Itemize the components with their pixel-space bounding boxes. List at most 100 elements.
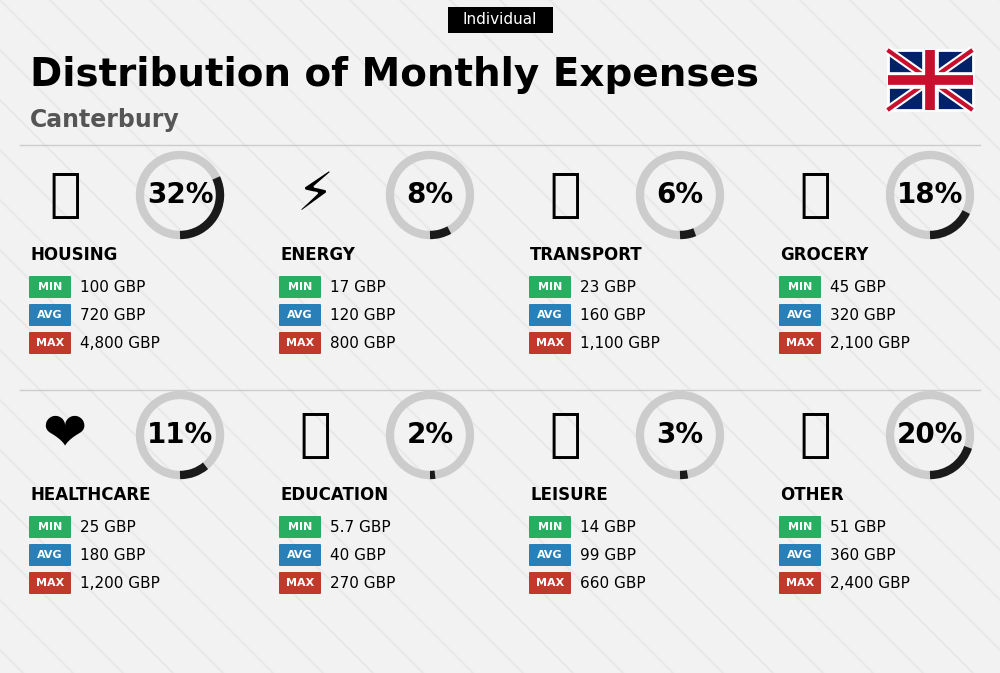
Text: 800 GBP: 800 GBP [330, 336, 395, 351]
FancyBboxPatch shape [888, 50, 972, 110]
Text: Distribution of Monthly Expenses: Distribution of Monthly Expenses [30, 56, 759, 94]
FancyBboxPatch shape [529, 304, 571, 326]
Text: AVG: AVG [287, 550, 313, 560]
Text: 40 GBP: 40 GBP [330, 548, 386, 563]
Text: MAX: MAX [536, 338, 564, 348]
Text: MIN: MIN [538, 282, 562, 292]
FancyBboxPatch shape [29, 304, 71, 326]
Text: OTHER: OTHER [780, 486, 844, 504]
Text: 1,100 GBP: 1,100 GBP [580, 336, 660, 351]
FancyBboxPatch shape [779, 572, 821, 594]
Text: 2,100 GBP: 2,100 GBP [830, 336, 910, 351]
Text: MAX: MAX [36, 578, 64, 588]
Text: AVG: AVG [537, 310, 563, 320]
Text: 2,400 GBP: 2,400 GBP [830, 575, 910, 590]
FancyBboxPatch shape [279, 516, 321, 538]
Text: MAX: MAX [286, 338, 314, 348]
Text: MIN: MIN [38, 522, 62, 532]
Text: EDUCATION: EDUCATION [280, 486, 388, 504]
FancyBboxPatch shape [29, 544, 71, 566]
Text: 🏢: 🏢 [49, 169, 81, 221]
Text: ENERGY: ENERGY [280, 246, 355, 264]
Text: 660 GBP: 660 GBP [580, 575, 646, 590]
Text: 11%: 11% [147, 421, 213, 449]
FancyBboxPatch shape [279, 544, 321, 566]
Text: 23 GBP: 23 GBP [580, 279, 636, 295]
Text: 🎓: 🎓 [299, 409, 331, 461]
Text: AVG: AVG [287, 310, 313, 320]
FancyBboxPatch shape [529, 572, 571, 594]
Text: MAX: MAX [786, 338, 814, 348]
Text: 1,200 GBP: 1,200 GBP [80, 575, 160, 590]
Text: 4,800 GBP: 4,800 GBP [80, 336, 160, 351]
Text: 360 GBP: 360 GBP [830, 548, 896, 563]
Text: ⚡: ⚡ [296, 169, 334, 221]
Text: AVG: AVG [37, 550, 63, 560]
FancyBboxPatch shape [448, 7, 552, 33]
FancyBboxPatch shape [529, 332, 571, 354]
FancyBboxPatch shape [29, 516, 71, 538]
Text: AVG: AVG [787, 310, 813, 320]
Text: 🛒: 🛒 [799, 169, 831, 221]
Text: 5.7 GBP: 5.7 GBP [330, 520, 391, 534]
Text: AVG: AVG [37, 310, 63, 320]
Text: 3%: 3% [656, 421, 704, 449]
FancyBboxPatch shape [779, 332, 821, 354]
Text: 160 GBP: 160 GBP [580, 308, 646, 322]
Text: HOUSING: HOUSING [30, 246, 117, 264]
Text: AVG: AVG [537, 550, 563, 560]
Text: 2%: 2% [406, 421, 454, 449]
Text: 💰: 💰 [799, 409, 831, 461]
Text: 51 GBP: 51 GBP [830, 520, 886, 534]
Text: ❤️: ❤️ [43, 409, 87, 461]
Text: 6%: 6% [656, 181, 704, 209]
Text: 180 GBP: 180 GBP [80, 548, 145, 563]
Text: GROCERY: GROCERY [780, 246, 868, 264]
Text: MIN: MIN [538, 522, 562, 532]
Text: 8%: 8% [406, 181, 454, 209]
Text: MAX: MAX [36, 338, 64, 348]
Text: 99 GBP: 99 GBP [580, 548, 636, 563]
FancyBboxPatch shape [779, 304, 821, 326]
FancyBboxPatch shape [529, 544, 571, 566]
FancyBboxPatch shape [779, 516, 821, 538]
FancyBboxPatch shape [29, 276, 71, 298]
FancyBboxPatch shape [529, 516, 571, 538]
FancyBboxPatch shape [279, 304, 321, 326]
Text: 120 GBP: 120 GBP [330, 308, 395, 322]
Text: MIN: MIN [788, 522, 812, 532]
Text: MIN: MIN [788, 282, 812, 292]
FancyBboxPatch shape [29, 572, 71, 594]
Text: MAX: MAX [286, 578, 314, 588]
FancyBboxPatch shape [279, 572, 321, 594]
FancyBboxPatch shape [29, 332, 71, 354]
Text: 14 GBP: 14 GBP [580, 520, 636, 534]
Text: 🛍: 🛍 [549, 409, 581, 461]
Text: MAX: MAX [786, 578, 814, 588]
Text: AVG: AVG [787, 550, 813, 560]
FancyBboxPatch shape [779, 544, 821, 566]
Text: MAX: MAX [536, 578, 564, 588]
Text: 45 GBP: 45 GBP [830, 279, 886, 295]
Text: Canterbury: Canterbury [30, 108, 180, 132]
Text: 25 GBP: 25 GBP [80, 520, 136, 534]
Text: 18%: 18% [897, 181, 963, 209]
Text: 17 GBP: 17 GBP [330, 279, 386, 295]
Text: 720 GBP: 720 GBP [80, 308, 145, 322]
Text: 270 GBP: 270 GBP [330, 575, 395, 590]
Text: 20%: 20% [897, 421, 963, 449]
FancyBboxPatch shape [279, 276, 321, 298]
Text: MIN: MIN [288, 282, 312, 292]
Text: Individual: Individual [463, 13, 537, 28]
FancyBboxPatch shape [279, 332, 321, 354]
Text: 320 GBP: 320 GBP [830, 308, 896, 322]
Text: 100 GBP: 100 GBP [80, 279, 145, 295]
Text: TRANSPORT: TRANSPORT [530, 246, 643, 264]
Text: LEISURE: LEISURE [530, 486, 608, 504]
Text: MIN: MIN [288, 522, 312, 532]
FancyBboxPatch shape [529, 276, 571, 298]
Text: 🚌: 🚌 [549, 169, 581, 221]
Text: MIN: MIN [38, 282, 62, 292]
Text: HEALTHCARE: HEALTHCARE [30, 486, 150, 504]
FancyBboxPatch shape [779, 276, 821, 298]
